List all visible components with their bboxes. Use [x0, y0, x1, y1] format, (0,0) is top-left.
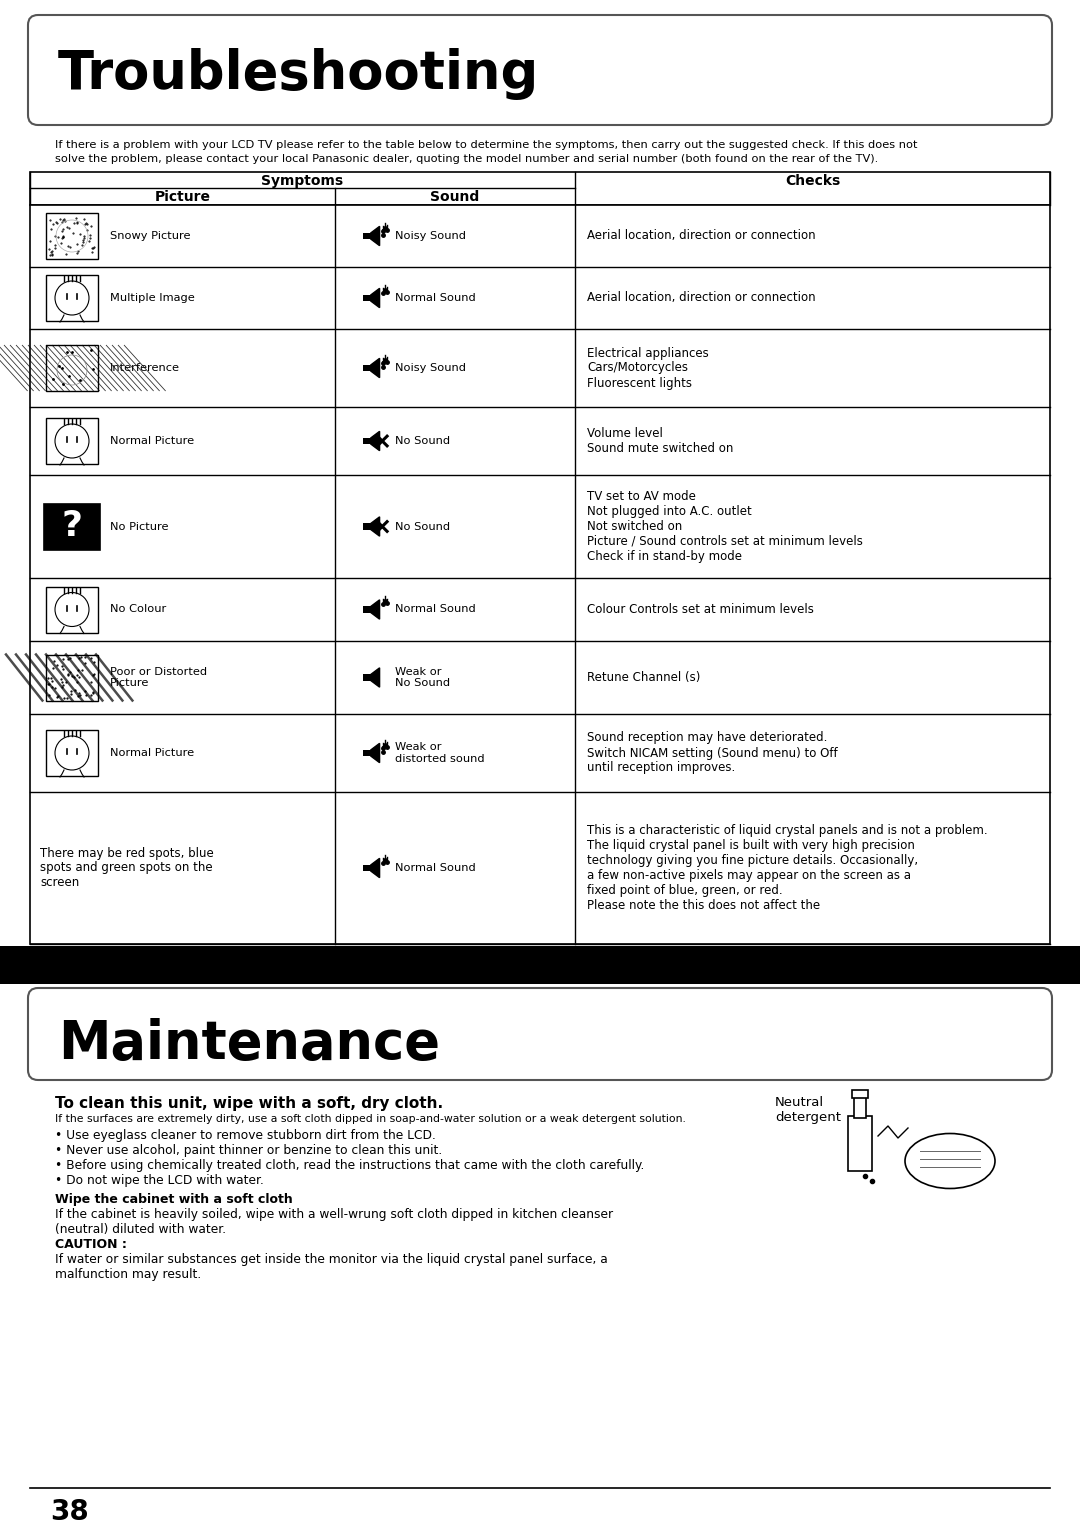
- Circle shape: [55, 423, 89, 458]
- Bar: [848, 1115, 872, 1170]
- Polygon shape: [370, 601, 379, 619]
- Circle shape: [55, 736, 89, 770]
- Text: Sound: Sound: [430, 189, 480, 205]
- Bar: [363, 232, 370, 238]
- Text: Weak or
distorted sound: Weak or distorted sound: [395, 743, 485, 764]
- Text: Checks: Checks: [785, 174, 840, 188]
- Text: There may be red spots, blue
spots and green spots on the
screen: There may be red spots, blue spots and g…: [40, 847, 214, 889]
- Text: Neutral
detergent: Neutral detergent: [775, 1096, 841, 1125]
- Ellipse shape: [905, 1134, 995, 1189]
- Bar: [363, 295, 370, 301]
- Text: Normal Sound: Normal Sound: [395, 863, 476, 872]
- Bar: [363, 524, 370, 530]
- Text: Poor or Distorted
Picture: Poor or Distorted Picture: [110, 666, 207, 688]
- Polygon shape: [370, 516, 379, 536]
- Polygon shape: [370, 359, 379, 377]
- Polygon shape: [370, 226, 379, 246]
- Polygon shape: [370, 743, 379, 762]
- Text: Multiple Image: Multiple Image: [110, 293, 194, 303]
- Text: Noisy Sound: Noisy Sound: [395, 231, 465, 241]
- Text: • Use eyeglass cleaner to remove stubborn dirt from the LCD.: • Use eyeglass cleaner to remove stubbor…: [55, 1129, 436, 1141]
- Text: If water or similar substances get inside the monitor via the liquid crystal pan: If water or similar substances get insid…: [55, 1253, 608, 1280]
- Text: Aerial location, direction or connection: Aerial location, direction or connection: [588, 229, 815, 243]
- Text: TV set to AV mode
Not plugged into A.C. outlet
Not switched on
Picture / Sound c: TV set to AV mode Not plugged into A.C. …: [588, 490, 863, 562]
- Bar: [46, 654, 98, 700]
- Circle shape: [55, 593, 89, 626]
- Text: Wipe the cabinet with a soft cloth: Wipe the cabinet with a soft cloth: [55, 1193, 293, 1206]
- Text: No Sound: No Sound: [395, 435, 450, 446]
- Text: Normal Sound: Normal Sound: [395, 605, 476, 614]
- Text: If there is a problem with your LCD TV please refer to the table below to determ: If there is a problem with your LCD TV p…: [55, 141, 918, 150]
- Text: No Sound: No Sound: [395, 521, 450, 532]
- Bar: [363, 674, 370, 680]
- Polygon shape: [370, 431, 379, 451]
- Bar: [46, 345, 98, 391]
- Polygon shape: [370, 289, 379, 307]
- Text: Colour Controls set at minimum levels: Colour Controls set at minimum levels: [588, 604, 814, 616]
- Circle shape: [55, 281, 89, 315]
- FancyBboxPatch shape: [28, 989, 1052, 1080]
- Bar: [0, 946, 1080, 984]
- Bar: [46, 419, 98, 465]
- Text: Aerial location, direction or connection: Aerial location, direction or connection: [588, 292, 815, 304]
- Text: No Picture: No Picture: [110, 521, 168, 532]
- Text: CAUTION :: CAUTION :: [55, 1238, 126, 1251]
- Text: No Colour: No Colour: [110, 605, 166, 614]
- Bar: [46, 730, 98, 776]
- Text: If the cabinet is heavily soiled, wipe with a well-wrung soft cloth dipped in ki: If the cabinet is heavily soiled, wipe w…: [55, 1209, 613, 1236]
- Text: solve the problem, please contact your local Panasonic dealer, quoting the model: solve the problem, please contact your l…: [55, 154, 878, 163]
- Text: Sound reception may have deteriorated.
Switch NICAM setting (Sound menu) to Off
: Sound reception may have deteriorated. S…: [588, 732, 838, 775]
- Bar: [30, 205, 1050, 944]
- Text: • Never use alcohol, paint thinner or benzine to clean this unit.: • Never use alcohol, paint thinner or be…: [55, 1144, 442, 1157]
- Text: This is a characteristic of liquid crystal panels and is not a problem.
The liqu: This is a characteristic of liquid cryst…: [588, 824, 987, 912]
- Text: ?: ?: [62, 509, 82, 544]
- Text: Normal Sound: Normal Sound: [395, 293, 476, 303]
- Bar: [44, 504, 100, 550]
- Text: Normal Picture: Normal Picture: [110, 749, 194, 758]
- Polygon shape: [370, 859, 379, 877]
- Text: Snowy Picture: Snowy Picture: [110, 231, 190, 241]
- Text: Troubleshooting: Troubleshooting: [58, 47, 539, 99]
- Text: Weak or
No Sound: Weak or No Sound: [395, 666, 450, 688]
- Bar: [854, 1096, 866, 1118]
- Text: To clean this unit, wipe with a soft, dry cloth.: To clean this unit, wipe with a soft, dr…: [55, 1096, 443, 1111]
- Polygon shape: [370, 668, 379, 688]
- Text: • Do not wipe the LCD with water.: • Do not wipe the LCD with water.: [55, 1174, 264, 1187]
- Text: • Before using chemically treated cloth, read the instructions that came with th: • Before using chemically treated cloth,…: [55, 1160, 645, 1172]
- Text: Retune Channel (s): Retune Channel (s): [588, 671, 700, 685]
- Text: Electrical appliances
Cars/Motorcycles
Fluorescent lights: Electrical appliances Cars/Motorcycles F…: [588, 347, 708, 390]
- Bar: [30, 173, 1050, 205]
- Bar: [46, 587, 98, 633]
- Bar: [363, 365, 370, 371]
- Text: Maintenance: Maintenance: [58, 1018, 440, 1070]
- Bar: [46, 212, 98, 260]
- Bar: [852, 1089, 868, 1099]
- Text: Interference: Interference: [110, 364, 180, 373]
- Text: Volume level
Sound mute switched on: Volume level Sound mute switched on: [588, 426, 733, 455]
- Bar: [46, 275, 98, 321]
- Bar: [363, 865, 370, 871]
- Text: If the surfaces are extremely dirty, use a soft cloth dipped in soap-and-water s: If the surfaces are extremely dirty, use…: [55, 1114, 686, 1125]
- Text: Noisy Sound: Noisy Sound: [395, 364, 465, 373]
- FancyBboxPatch shape: [28, 15, 1052, 125]
- Text: Normal Picture: Normal Picture: [110, 435, 194, 446]
- Text: Picture: Picture: [154, 189, 211, 205]
- Text: 38: 38: [50, 1497, 89, 1526]
- Text: Symptoms: Symptoms: [261, 174, 343, 188]
- Bar: [363, 439, 370, 445]
- Bar: [363, 607, 370, 613]
- Bar: [363, 750, 370, 756]
